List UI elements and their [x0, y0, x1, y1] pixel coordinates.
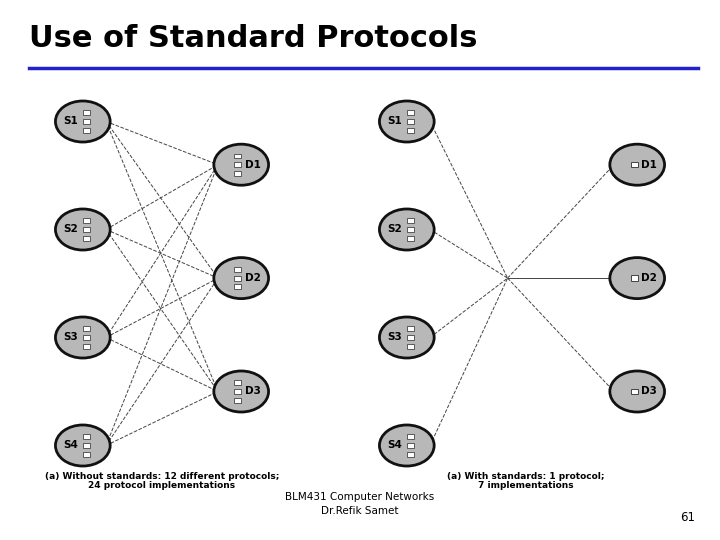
- Bar: [408, 119, 414, 124]
- Bar: [408, 434, 414, 440]
- Bar: [408, 110, 414, 115]
- Circle shape: [214, 144, 269, 185]
- Bar: [408, 344, 414, 349]
- Text: D1: D1: [245, 160, 261, 170]
- Circle shape: [610, 144, 665, 185]
- Text: D3: D3: [641, 387, 657, 396]
- Text: 61: 61: [680, 511, 695, 524]
- Text: S3: S3: [388, 333, 402, 342]
- Bar: [235, 162, 241, 167]
- Text: D2: D2: [641, 273, 657, 283]
- Bar: [631, 389, 638, 394]
- Bar: [84, 434, 89, 440]
- Text: 7 implementations: 7 implementations: [478, 481, 573, 490]
- Text: (a) With standards: 1 protocol;: (a) With standards: 1 protocol;: [447, 471, 604, 481]
- Text: S4: S4: [387, 441, 402, 450]
- Bar: [631, 162, 638, 167]
- Bar: [84, 451, 89, 457]
- Text: S2: S2: [64, 225, 78, 234]
- Circle shape: [379, 209, 434, 250]
- Bar: [235, 284, 241, 289]
- Circle shape: [379, 101, 434, 142]
- Text: S4: S4: [63, 441, 78, 450]
- Bar: [631, 275, 638, 281]
- Bar: [408, 127, 414, 132]
- Bar: [235, 389, 241, 394]
- Text: S2: S2: [388, 225, 402, 234]
- Text: D3: D3: [245, 387, 261, 396]
- Bar: [84, 119, 89, 124]
- Text: 24 protocol implementations: 24 protocol implementations: [89, 481, 235, 490]
- Text: D2: D2: [245, 273, 261, 283]
- Bar: [84, 344, 89, 349]
- Circle shape: [55, 425, 110, 466]
- Circle shape: [379, 425, 434, 466]
- Bar: [235, 397, 241, 403]
- Bar: [408, 443, 414, 448]
- Bar: [84, 335, 89, 340]
- Text: (a) Without standards: 12 different protocols;: (a) Without standards: 12 different prot…: [45, 471, 279, 481]
- Text: S1: S1: [64, 117, 78, 126]
- Circle shape: [610, 258, 665, 299]
- Bar: [235, 153, 241, 159]
- Bar: [84, 443, 89, 448]
- Circle shape: [214, 371, 269, 412]
- Bar: [408, 326, 414, 331]
- Bar: [408, 227, 414, 232]
- Text: S1: S1: [388, 117, 402, 126]
- Circle shape: [379, 317, 434, 358]
- Text: D1: D1: [641, 160, 657, 170]
- Circle shape: [55, 101, 110, 142]
- Text: Use of Standard Protocols: Use of Standard Protocols: [29, 24, 477, 53]
- Bar: [408, 335, 414, 340]
- Bar: [408, 235, 414, 241]
- Bar: [235, 275, 241, 281]
- Bar: [408, 451, 414, 457]
- Text: BLM431 Computer Networks
Dr.Refik Samet: BLM431 Computer Networks Dr.Refik Samet: [285, 492, 435, 516]
- Bar: [84, 326, 89, 331]
- Circle shape: [610, 371, 665, 412]
- Bar: [408, 218, 414, 223]
- Bar: [84, 110, 89, 115]
- Circle shape: [214, 258, 269, 299]
- Bar: [84, 227, 89, 232]
- Circle shape: [55, 209, 110, 250]
- Bar: [84, 218, 89, 223]
- Bar: [84, 235, 89, 241]
- Bar: [235, 267, 241, 272]
- Circle shape: [55, 317, 110, 358]
- Text: S3: S3: [64, 333, 78, 342]
- Bar: [84, 127, 89, 132]
- Bar: [235, 171, 241, 176]
- Bar: [235, 380, 241, 386]
